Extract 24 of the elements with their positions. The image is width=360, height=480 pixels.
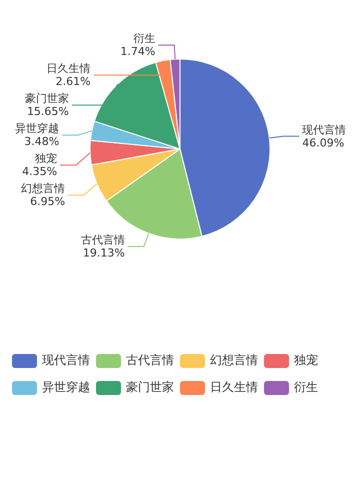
data-label: 2.61%: [56, 75, 91, 88]
slice-label: 日久生情: [46, 62, 91, 76]
legend-label: 古代言情: [126, 352, 174, 369]
data-label: 3.48%: [24, 135, 60, 148]
legend-label: 现代言情: [42, 352, 90, 369]
slice-label: 异世穿越: [15, 122, 60, 136]
data-label: 19.13%: [82, 246, 125, 260]
slice-label: 衍生: [133, 32, 156, 46]
data-label: 46.09%: [302, 136, 344, 150]
legend-label: 日久生情: [210, 379, 258, 396]
data-label: 6.95%: [30, 195, 66, 208]
slice-label: 古代言情: [80, 234, 125, 247]
data-label: 15.65%: [26, 105, 69, 118]
legend-label: 衍生: [294, 379, 318, 396]
legend-label: 独宠: [294, 352, 318, 369]
legend-label: 幻想言情: [210, 352, 258, 369]
data-label: 1.74%: [120, 45, 156, 58]
slice-label: 独宠: [35, 152, 58, 166]
legend-label: 豪门世家: [126, 379, 174, 396]
legend-label: 异世穿越: [42, 379, 90, 396]
slice-label: 现代言情: [302, 123, 346, 136]
slice-label: 豪门世家: [24, 92, 69, 106]
slice-label: 幻想言情: [21, 182, 66, 196]
data-label: 4.35%: [22, 165, 58, 178]
